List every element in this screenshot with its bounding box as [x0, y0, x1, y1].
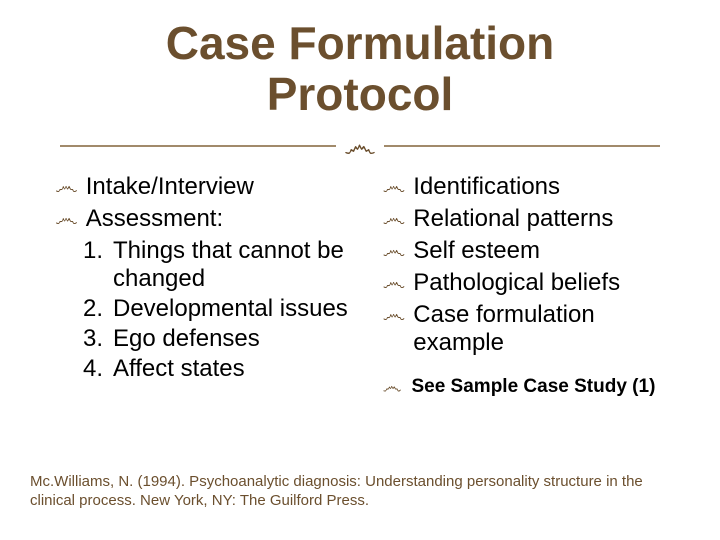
bullet-text: Case formulation example	[413, 301, 680, 357]
list-item: ෴ Identifications	[383, 173, 681, 201]
bullet-text: Intake/Interview	[86, 173, 254, 201]
content-columns: ෴ Intake/Interview ෴ Assessment: 1. Thin…	[0, 163, 720, 403]
title-line-1: Case Formulation	[0, 18, 720, 69]
citation-footer: Mc.Williams, N. (1994). Psychoanalytic d…	[30, 472, 690, 510]
flourish-bullet-icon: ෴	[55, 205, 78, 233]
flourish-bullet-icon: ෴	[55, 173, 78, 201]
list-item: ෴ Self esteem	[383, 237, 681, 265]
list-item: ෴ Intake/Interview	[55, 173, 353, 201]
bullet-text: Assessment:	[86, 205, 223, 233]
numbered-item: 1. Things that cannot be changed	[83, 237, 353, 293]
list-item: ෴ Case formulation example	[383, 301, 681, 357]
bullet-text: Pathological beliefs	[413, 269, 620, 297]
flourish-bullet-icon: ෴	[383, 269, 406, 297]
list-item: ෴ Pathological beliefs	[383, 269, 681, 297]
flourish-bullet-icon: ෴	[383, 375, 402, 399]
flourish-icon: ෴	[336, 129, 384, 163]
flourish-bullet-icon: ෴	[383, 205, 406, 233]
item-number: 3.	[83, 325, 113, 353]
flourish-bullet-icon: ෴	[383, 301, 406, 329]
numbered-list: 1. Things that cannot be changed 2. Deve…	[55, 237, 353, 383]
flourish-bullet-icon: ෴	[383, 173, 406, 201]
item-text: Affect states	[113, 355, 245, 383]
flourish-bullet-icon: ෴	[383, 237, 406, 265]
right-column: ෴ Identifications ෴ Relational patterns …	[383, 173, 681, 403]
list-item-small: ෴ See Sample Case Study (1)	[383, 375, 681, 399]
divider-line-right	[384, 145, 660, 147]
title-divider: ෴	[0, 129, 720, 163]
bullet-text: Self esteem	[413, 237, 540, 265]
item-number: 4.	[83, 355, 113, 383]
numbered-item: 4. Affect states	[83, 355, 353, 383]
divider-line-left	[60, 145, 336, 147]
numbered-item: 2. Developmental issues	[83, 295, 353, 323]
left-column: ෴ Intake/Interview ෴ Assessment: 1. Thin…	[55, 173, 353, 403]
list-item: ෴ Assessment:	[55, 205, 353, 233]
item-text: Ego defenses	[113, 325, 260, 353]
title-line-2: Protocol	[0, 69, 720, 120]
bullet-text: Identifications	[413, 173, 560, 201]
item-text: Developmental issues	[113, 295, 348, 323]
numbered-item: 3. Ego defenses	[83, 325, 353, 353]
item-number: 1.	[83, 237, 113, 265]
bullet-text: Relational patterns	[413, 205, 613, 233]
slide-title: Case Formulation Protocol	[0, 0, 720, 119]
bullet-text-bold: See Sample Case Study (1)	[411, 375, 655, 399]
list-item: ෴ Relational patterns	[383, 205, 681, 233]
item-number: 2.	[83, 295, 113, 323]
item-text: Things that cannot be changed	[113, 237, 353, 293]
